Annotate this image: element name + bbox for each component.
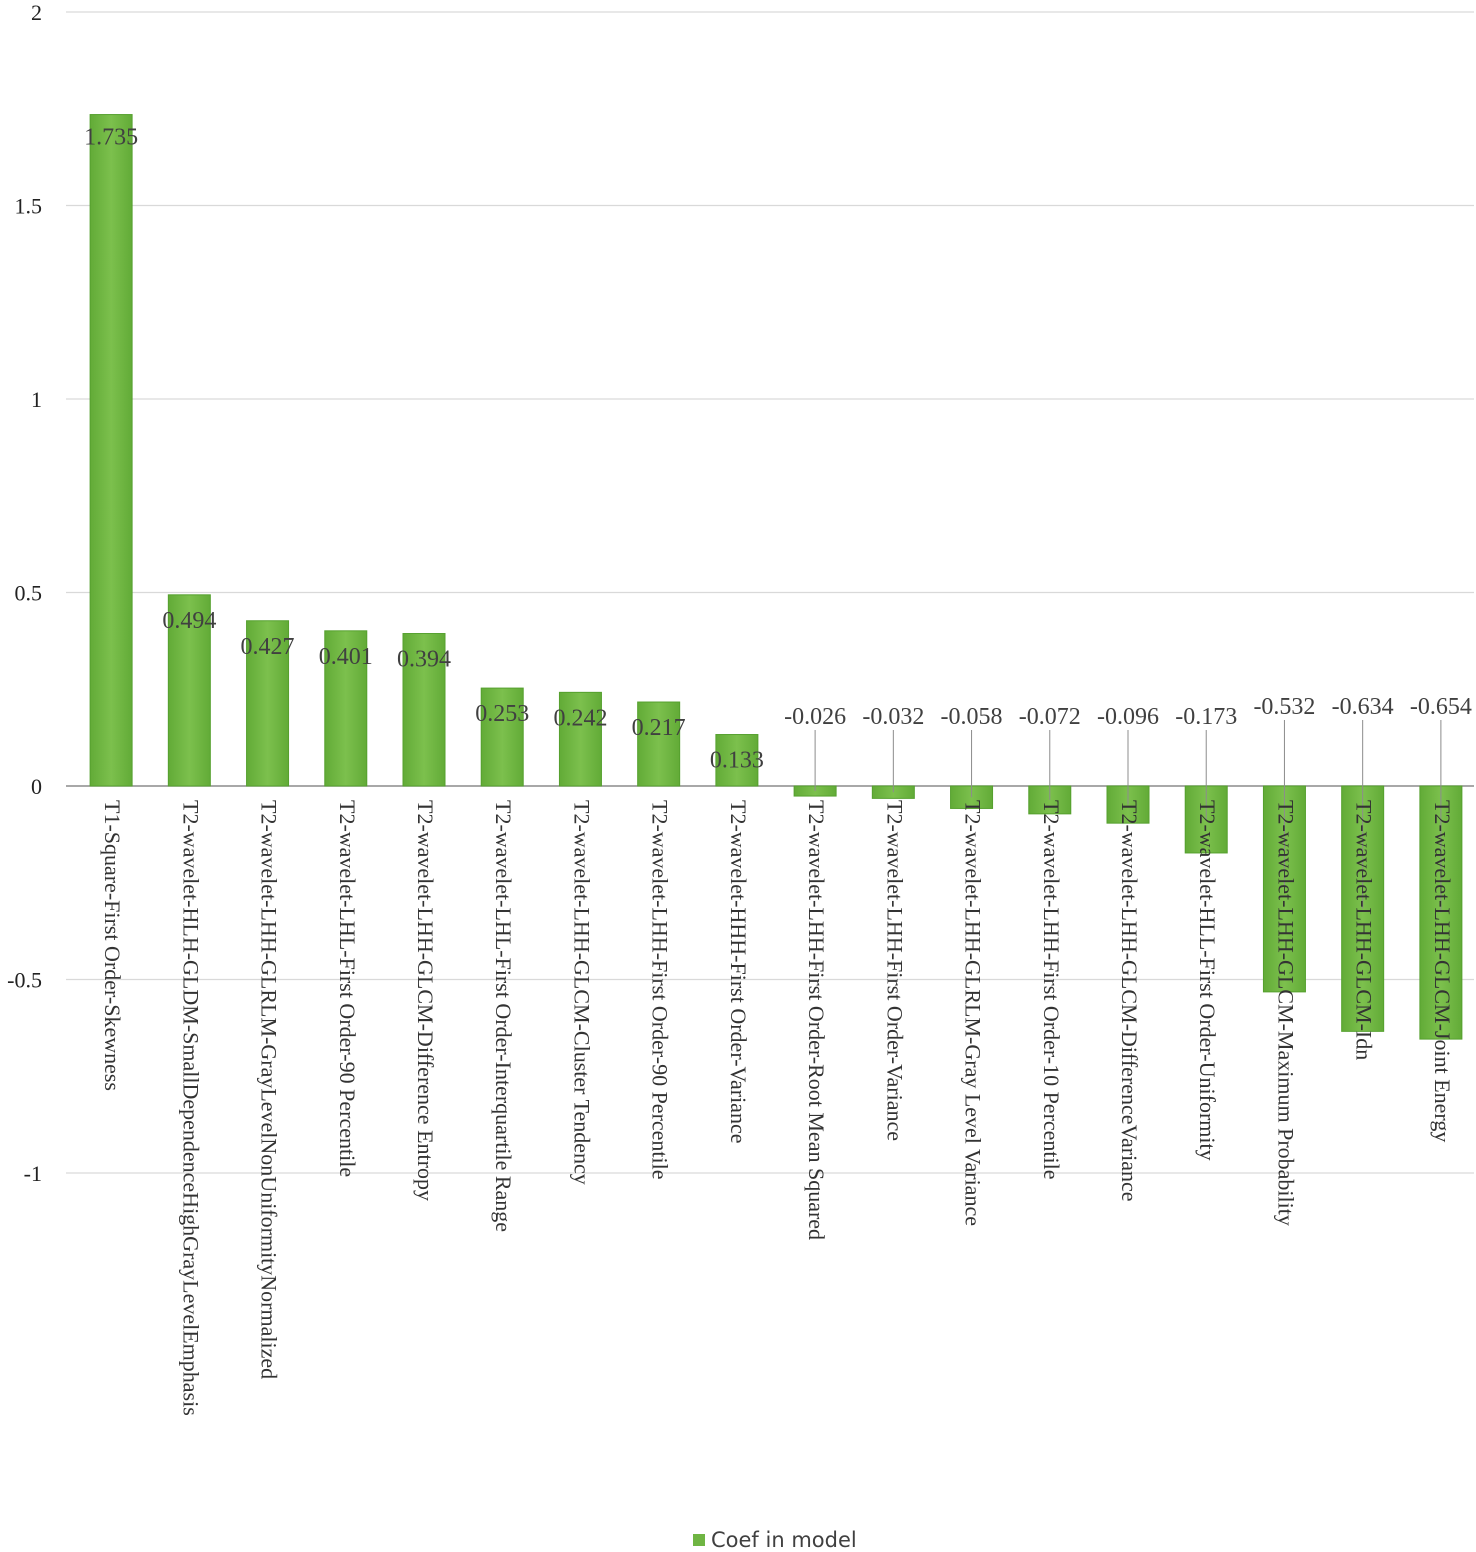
bar bbox=[167, 594, 211, 787]
data-label: 0.494 bbox=[162, 608, 216, 634]
y-tick-label: 2 bbox=[31, 0, 42, 25]
y-tick-label: 0 bbox=[31, 774, 42, 799]
category-label: T2-wavelet-LHH-GLCM-Idn bbox=[1352, 800, 1377, 1060]
category-label: T2-wavelet-LHH-GLCM-Maximum Probability bbox=[1273, 800, 1298, 1226]
label-leader-lines bbox=[814, 720, 1442, 913]
data-label: -0.634 bbox=[1332, 694, 1394, 720]
category-label: T2-wavelet-LHH-First Order-90 Percentile bbox=[648, 800, 673, 1180]
data-label: -0.026 bbox=[784, 704, 846, 730]
bar bbox=[89, 114, 133, 787]
bar bbox=[480, 687, 524, 787]
y-tick-label: 0.5 bbox=[15, 581, 43, 606]
category-label: T2-wavelet-LHH-GLCM-Cluster Tendency bbox=[569, 800, 594, 1185]
y-tick-label: -0.5 bbox=[7, 968, 42, 993]
category-label: T2-wavelet-LHH-GLRLM-GrayLevelNonUniform… bbox=[257, 800, 282, 1379]
category-label: T2-wavelet-LHH-First Order-10 Percentile bbox=[1039, 800, 1064, 1180]
category-label: T2-wavelet-LHH-GLCM-Difference Entropy bbox=[413, 800, 438, 1201]
category-label: T1-Square-First Order-Skewness bbox=[100, 800, 125, 1091]
data-label: -0.173 bbox=[1175, 704, 1237, 730]
gridlines bbox=[66, 11, 1474, 1174]
category-label: T2-wavelet-LHH-First Order-Root Mean Squ… bbox=[804, 800, 829, 1240]
legend: Coef in model bbox=[693, 1528, 857, 1552]
data-label: 0.401 bbox=[319, 644, 373, 670]
category-label: T2-wavelet-LHH-GLCM-DifferenceVariance bbox=[1117, 800, 1142, 1202]
y-tick-label: 1.5 bbox=[15, 194, 43, 219]
bar bbox=[324, 630, 368, 787]
data-label: -0.654 bbox=[1410, 694, 1472, 720]
category-label: T2-wavelet-LHH-GLRLM-Gray Level Variance bbox=[961, 800, 986, 1226]
legend-label: Coef in model bbox=[711, 1528, 857, 1552]
data-label: -0.096 bbox=[1097, 704, 1159, 730]
category-labels: T1-Square-First Order-Skewness T2-wavelet… bbox=[100, 800, 1455, 1416]
bar bbox=[246, 620, 290, 787]
bars bbox=[89, 114, 1463, 1040]
data-label: 0.427 bbox=[241, 634, 295, 660]
coefficient-bar-chart: 2 1.5 1 0.5 0 -0.5 -1 1.735 0.494 0.427 0.401 0.39… bbox=[7, 0, 1474, 1416]
category-label: T2-wavelet-LHL-First Order-Interquartile… bbox=[491, 800, 516, 1232]
category-label: T2-wavelet-HLL-First Order-Uniformity bbox=[1195, 800, 1220, 1161]
data-label: 0.217 bbox=[632, 715, 686, 741]
bar bbox=[715, 734, 759, 787]
data-label: 0.242 bbox=[553, 705, 607, 731]
data-label: 0.253 bbox=[475, 701, 529, 727]
category-label: T2-wavelet-LHH-First Order-Variance bbox=[882, 800, 907, 1141]
bar bbox=[558, 691, 602, 787]
data-labels: 1.735 0.494 0.427 0.401 0.394 0.253 0.242 0.217… bbox=[84, 125, 1472, 774]
category-label: T2-wavelet-LHL-First Order-90 Percentile bbox=[335, 800, 360, 1177]
category-label: T2-wavelet-HLH-GLDM-SmallDependenceHighG… bbox=[178, 800, 203, 1416]
legend-swatch bbox=[693, 1534, 705, 1546]
data-label: -0.058 bbox=[941, 704, 1003, 730]
y-tick-label: 1 bbox=[31, 387, 42, 412]
category-label: T2-wavelet-HHH-First Order-Variance bbox=[726, 800, 751, 1143]
data-label: -0.532 bbox=[1253, 694, 1315, 720]
category-label: T2-wavelet-LHH-GLCM-Joint Energy bbox=[1430, 800, 1455, 1142]
y-axis-ticks: 2 1.5 1 0.5 0 -0.5 -1 bbox=[7, 0, 42, 1186]
data-label: -0.072 bbox=[1019, 704, 1081, 730]
bar bbox=[637, 701, 681, 787]
data-label: 0.394 bbox=[397, 647, 451, 673]
bar bbox=[402, 633, 446, 787]
data-label: -0.032 bbox=[862, 704, 924, 730]
y-tick-label: -1 bbox=[24, 1161, 42, 1186]
data-label: 0.133 bbox=[710, 748, 764, 774]
data-label: 1.735 bbox=[84, 125, 138, 151]
